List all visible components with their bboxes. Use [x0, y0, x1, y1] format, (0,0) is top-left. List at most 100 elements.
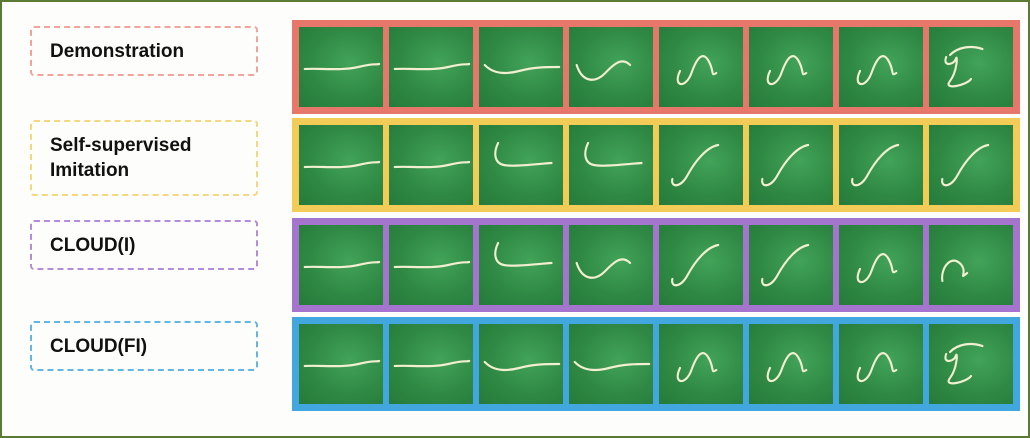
cable-j-curve	[761, 243, 810, 287]
cable-straight	[393, 260, 471, 269]
frame-4	[566, 24, 656, 110]
row-cloud-fi	[292, 317, 1020, 411]
cable-loop	[676, 352, 718, 383]
frame-8	[926, 122, 1016, 208]
label-self-supervised-imitation-text: Self-supervised Imitation	[50, 135, 192, 181]
cable-loop	[766, 55, 808, 86]
cable-path	[941, 259, 969, 283]
frame-8	[926, 222, 1016, 308]
label-cloud-fi-text: CLOUD(FI)	[50, 335, 148, 357]
cable-path	[584, 141, 643, 167]
frame-4	[566, 222, 656, 308]
cable-path	[393, 62, 471, 71]
cable-wave	[483, 63, 561, 75]
cable-path	[856, 55, 898, 86]
cable-j-curve	[941, 143, 990, 187]
cable-j-curve	[671, 143, 720, 187]
cable-j-curve	[851, 143, 900, 187]
cable-path	[851, 143, 900, 187]
cable-path	[303, 62, 381, 71]
cable-path	[573, 360, 651, 372]
row-demonstration	[292, 20, 1020, 114]
frame-2	[386, 122, 476, 208]
cable-s-curve	[575, 258, 632, 279]
frame-1	[296, 24, 386, 110]
frame-2	[386, 321, 476, 407]
cable-wave	[573, 360, 651, 372]
frame-5	[656, 122, 746, 208]
frame-3	[476, 321, 566, 407]
frame-8	[926, 321, 1016, 407]
cable-path	[483, 360, 561, 372]
frame-8	[926, 24, 1016, 110]
cable-path	[393, 260, 471, 269]
cable-straight	[303, 260, 381, 269]
cable-path	[856, 253, 898, 284]
cable-loop	[676, 55, 718, 86]
cable-path	[671, 143, 720, 187]
frame-7	[836, 222, 926, 308]
cable-path	[676, 352, 718, 383]
frame-7	[836, 122, 926, 208]
frame-7	[836, 24, 926, 110]
cable-straight	[393, 359, 471, 368]
cable-path	[393, 160, 471, 169]
cable-path	[944, 45, 984, 88]
frame-2	[386, 222, 476, 308]
cable-loop-small	[941, 259, 969, 283]
label-self-supervised-imitation: Self-supervised Imitation	[30, 120, 258, 196]
cable-path	[676, 55, 718, 86]
cable-path	[761, 143, 810, 187]
frame-5	[656, 321, 746, 407]
frame-6	[746, 24, 836, 110]
cable-loop	[856, 253, 898, 284]
frame-6	[746, 321, 836, 407]
frame-6	[746, 122, 836, 208]
cable-loop	[766, 352, 808, 383]
label-demonstration-text: Demonstration	[50, 40, 185, 62]
cable-loop	[856, 55, 898, 86]
cable-path	[766, 55, 808, 86]
cable-path	[856, 352, 898, 383]
frame-4	[566, 122, 656, 208]
frame-5	[656, 24, 746, 110]
cable-hook	[584, 141, 643, 167]
frame-6	[746, 222, 836, 308]
cable-path	[575, 258, 632, 279]
row-self-supervised-imitation	[292, 118, 1020, 212]
cable-straight	[393, 160, 471, 169]
cable-straight	[393, 62, 471, 71]
cable-straight	[303, 62, 381, 71]
frame-2	[386, 24, 476, 110]
label-cloud-i-text: CLOUD(I)	[50, 234, 136, 256]
cable-wave	[483, 360, 561, 372]
cable-straight	[303, 160, 381, 169]
frame-3	[476, 24, 566, 110]
cable-j-curve	[671, 243, 720, 287]
cable-hook	[494, 241, 553, 267]
label-cloud-fi: CLOUD(FI)	[30, 321, 258, 371]
frame-3	[476, 222, 566, 308]
cable-path	[393, 359, 471, 368]
cable-path	[766, 352, 808, 383]
label-cloud-i: CLOUD(I)	[30, 220, 258, 270]
cable-path	[941, 143, 990, 187]
cable-path	[303, 160, 381, 169]
cable-loop	[856, 352, 898, 383]
cable-path	[494, 141, 553, 167]
cable-j-curve	[761, 143, 810, 187]
cable-path	[483, 63, 561, 75]
frame-1	[296, 321, 386, 407]
row-cloud-i	[292, 218, 1020, 312]
frame-5	[656, 222, 746, 308]
cable-path	[494, 241, 553, 267]
frame-1	[296, 222, 386, 308]
cable-path	[944, 342, 984, 385]
cable-coil	[944, 45, 984, 88]
cable-path	[303, 260, 381, 269]
frame-7	[836, 321, 926, 407]
frame-4	[566, 321, 656, 407]
frame-1	[296, 122, 386, 208]
frame-3	[476, 122, 566, 208]
cable-s-curve	[575, 60, 632, 81]
